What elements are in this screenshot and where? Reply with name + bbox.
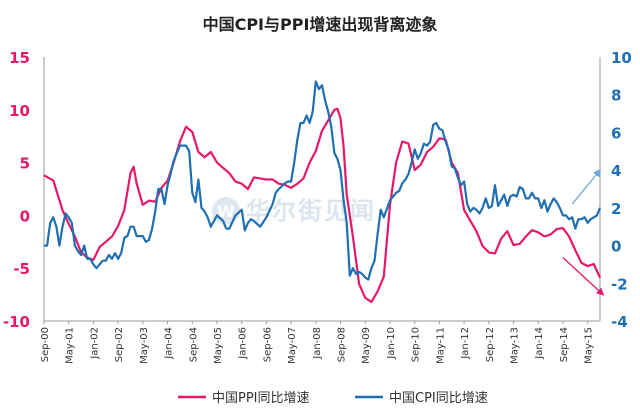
x-axis-tick-label: May-07 <box>287 327 298 364</box>
x-axis-tick-label: Sep-14 <box>559 327 570 362</box>
right-axis-tick-label: 8 <box>611 87 621 105</box>
x-axis-tick-label: Jan-10 <box>386 327 397 360</box>
x-axis-tick-label: May-01 <box>65 327 76 364</box>
left-axis-tick-label: -5 <box>13 260 30 278</box>
right-axis-tick-label: 6 <box>611 124 621 142</box>
ppi-trend-arrow <box>562 257 605 296</box>
left-axis-tick-label: 15 <box>9 49 30 67</box>
x-axis-tick-label: Jan-08 <box>312 327 323 360</box>
x-axis-tick-label: May-13 <box>510 327 521 364</box>
left-axis-tick-label: 10 <box>9 102 30 120</box>
x-axis-tick-label: Sep-12 <box>485 327 496 362</box>
x-axis-tick-label: Sep-06 <box>262 327 273 362</box>
ppi-series-line <box>43 107 602 304</box>
watermark-text: 华尔街见闻 <box>246 197 376 225</box>
x-axis-tick-label: Jan-04 <box>164 327 175 360</box>
x-axis-tick-label: Sep-02 <box>114 327 125 362</box>
x-axis-tick-label: May-15 <box>584 327 595 364</box>
watermark-logo-letter: W <box>217 202 235 221</box>
x-axis-tick-label: May-05 <box>213 327 224 364</box>
cpi-series-line <box>44 80 602 281</box>
x-axis-tick-label: Jan-14 <box>534 327 545 360</box>
x-axis-tick-label: Sep-04 <box>188 327 199 362</box>
x-axis-tick-label: Jan-02 <box>89 327 100 360</box>
x-axis-tick-label: May-09 <box>361 327 372 364</box>
x-axis-tick-label: Sep-00 <box>40 327 51 362</box>
x-axis-tick-label: May-03 <box>139 327 150 364</box>
x-axis-tick-label: Sep-08 <box>337 327 348 362</box>
chart-title: 中国CPI与PPI增速出现背离迹象 <box>203 15 438 34</box>
left-axis-tick-label: -10 <box>3 313 30 331</box>
x-axis-tick-label: Jan-06 <box>238 327 249 360</box>
cpi-trend-arrow <box>571 168 601 205</box>
x-axis-tick-label: Jan-12 <box>460 327 471 360</box>
right-axis-tick-label: 4 <box>611 162 621 180</box>
right-axis-tick-label: 2 <box>611 200 621 218</box>
right-axis-tick-label: -4 <box>611 313 628 331</box>
legend-label: 中国PPI同比增速 <box>212 391 310 406</box>
right-axis-tick-label: 10 <box>611 49 632 67</box>
x-axis-tick-label: Sep-10 <box>411 327 422 362</box>
right-axis-tick-label: 0 <box>611 238 621 256</box>
left-axis-tick-label: 0 <box>20 207 30 225</box>
legend-label: 中国CPI同比增速 <box>389 391 488 406</box>
left-axis-tick-label: 5 <box>20 155 30 173</box>
x-axis-tick-label: May-11 <box>435 327 446 364</box>
right-axis-tick-label: -2 <box>611 275 628 293</box>
